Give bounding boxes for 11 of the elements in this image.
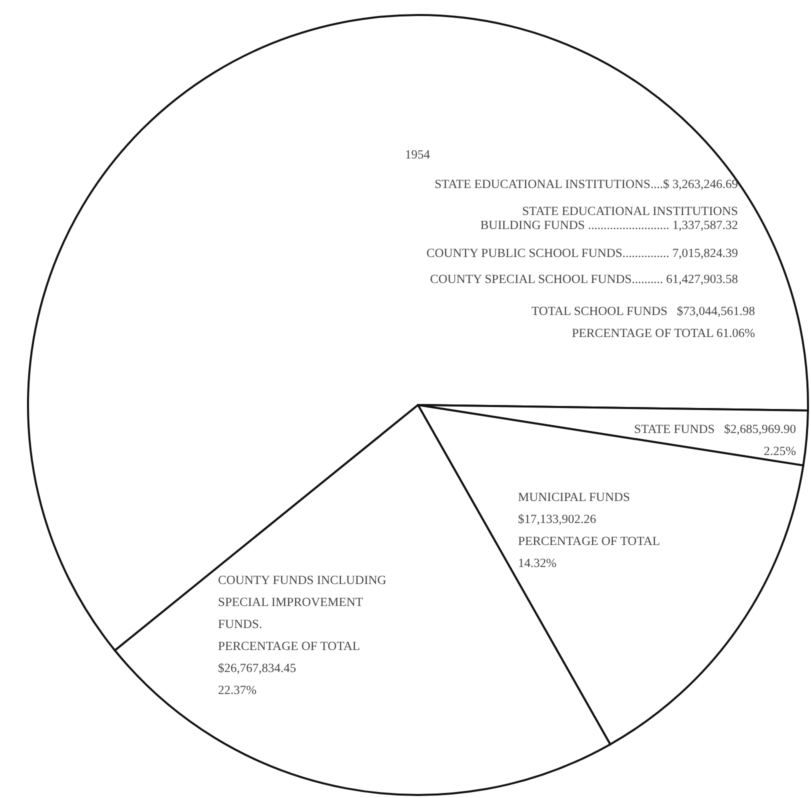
slice-label: STATE FUNDS $2,685,969.90 2.25% bbox=[634, 422, 796, 458]
text: 1954 bbox=[405, 148, 431, 162]
slice-label: TOTAL SCHOOL FUNDS $73,044,561.98 PERCENTAGE OF TOTAL 61.06% bbox=[531, 304, 755, 340]
slice-label: MUNICIPAL FUNDS bbox=[518, 490, 630, 504]
slice-label: COUNTY FUNDS INCLUDING SPECIAL IMPROVEMENT FUNDS. bbox=[218, 573, 386, 631]
text: COUNTY PUBLIC SCHOOL FUNDS............... 7,015,824.39 bbox=[426, 246, 738, 260]
text: STATE EDUCATIONAL INSTITUTIONS....$ 3,263,246.69 bbox=[434, 177, 738, 191]
data-label: $17,133,902.26 PERCENTAGE OF TOTAL 14.32% bbox=[518, 512, 660, 570]
text: COUNTY SPECIAL SCHOOL FUNDS.......... 61,427,903.58 bbox=[430, 272, 738, 286]
text: STATE EDUCATIONAL INSTITUTIONS BUILDING FUNDS .......................... 1,337,587.32 bbox=[480, 204, 738, 232]
data-label: PERCENTAGE OF TOTAL $26,767,834.45 22.37% bbox=[218, 639, 360, 697]
